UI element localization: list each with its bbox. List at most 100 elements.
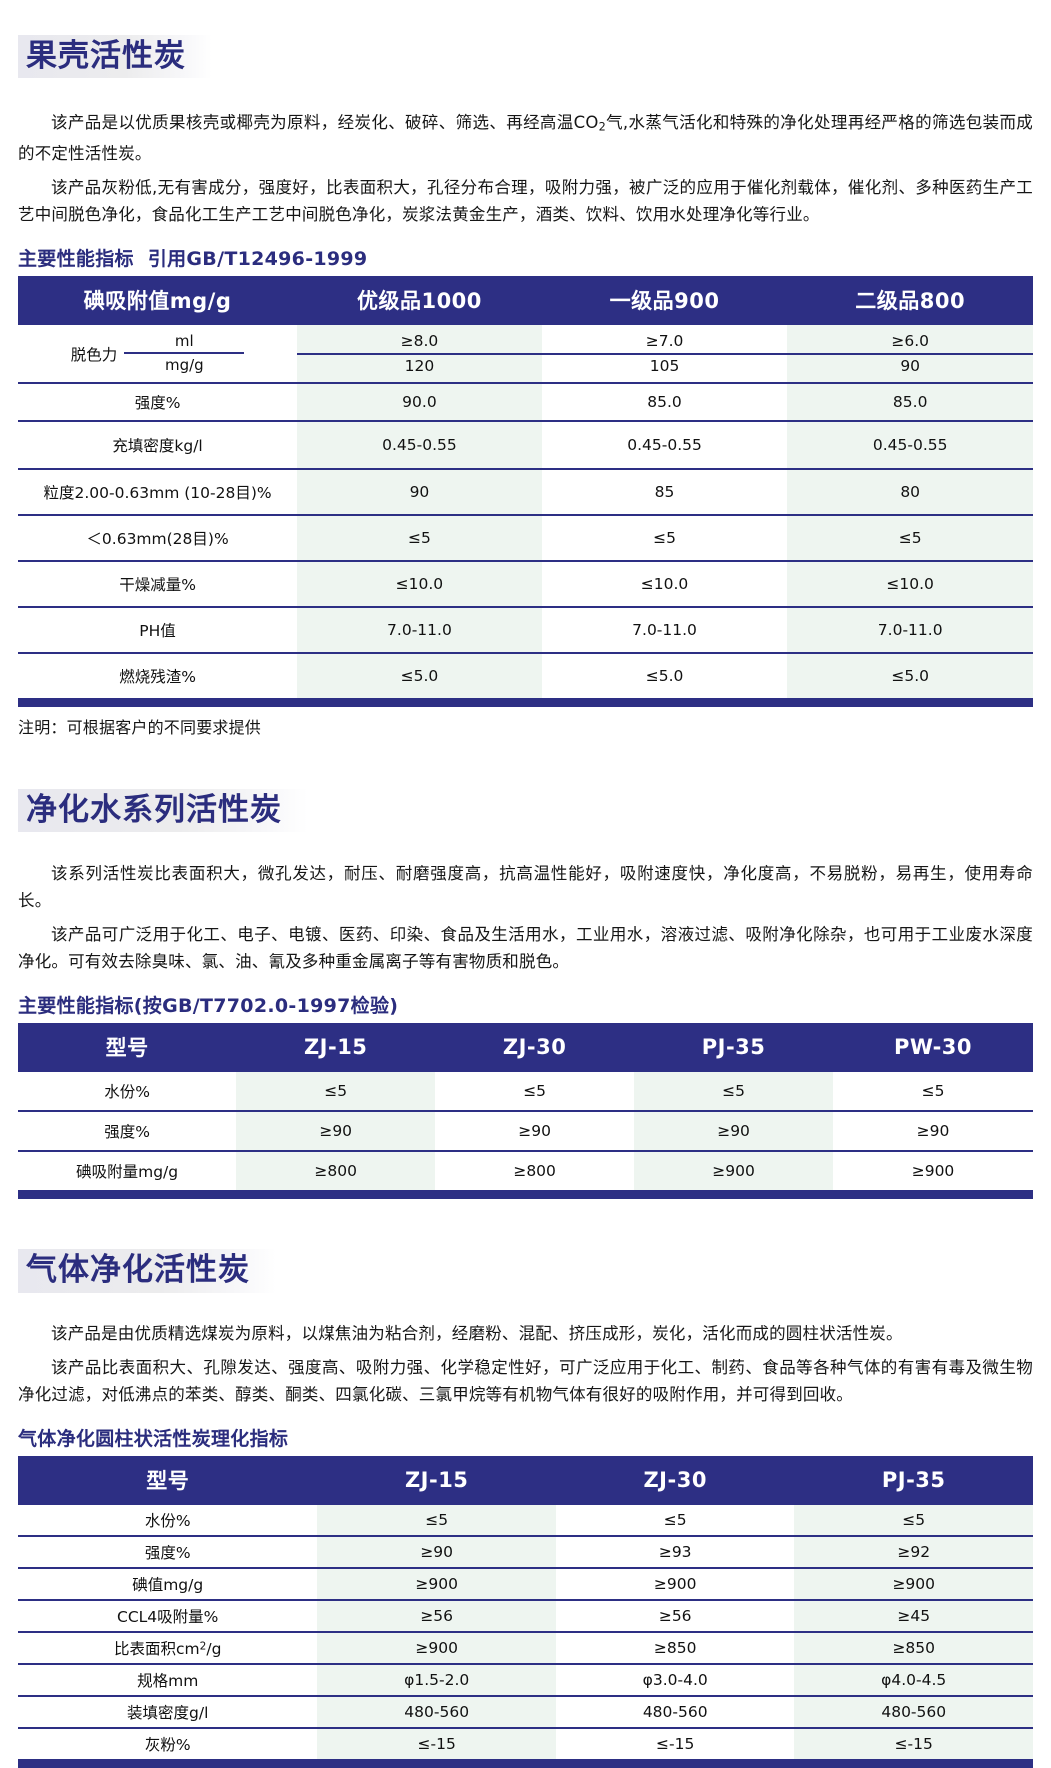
table1-header-3: 二级品800 [787, 276, 1033, 326]
table1-row-label-decolor: 脱色力 ml mg/g [18, 325, 298, 384]
table2-cell: ≤5 [435, 1071, 635, 1111]
table3-row-label: 碘值mg/g [18, 1567, 318, 1601]
table3-row-label: 比表面积cm2/g [18, 1631, 318, 1665]
table-shell-carbon-specs: 碘吸附值mg/g 优级品1000 一级品900 二级品800 脱色力 ml mg… [18, 276, 1033, 708]
table-header-row: 型号 ZJ-15 ZJ-30 PJ-35 PW-30 [18, 1022, 1033, 1072]
table2-cell: ≤5 [236, 1071, 436, 1111]
section-1-subtitle: 主要性能指标 引用GB/T12496-1999 [18, 244, 1033, 271]
table-header-row: 型号 ZJ-15 ZJ-30 PJ-35 [18, 1456, 1033, 1506]
table3-row-label: 灰粉% [18, 1727, 318, 1761]
table1-cell: ≥6.0 [787, 325, 1033, 354]
table2-header-1: ZJ-15 [236, 1022, 436, 1072]
table2-header-2: ZJ-30 [435, 1022, 635, 1072]
table1-row-label: ＜0.63mm(28目)% [18, 514, 298, 562]
table-row: 强度% ≥90 ≥90 ≥90 ≥90 [18, 1109, 1033, 1151]
table3-header-3: PJ-35 [794, 1456, 1033, 1506]
table1-row-label: 粒度2.00-0.63mm (10-28目)% [18, 468, 298, 516]
table2-cell: ≥90 [634, 1109, 834, 1151]
table1-cell: 85.0 [787, 382, 1033, 422]
decolor-unit-top: ml [174, 331, 194, 350]
section-3-paragraph-2: 该产品比表面积大、孔隙发达、强度高、吸附力强、化学稳定性好，可广泛应用于化工、制… [18, 1354, 1033, 1408]
table3-cell: φ4.0-4.5 [794, 1663, 1033, 1697]
table3-row-label: 规格mm [18, 1663, 318, 1697]
table1-cell: ≤5.0 [297, 652, 542, 700]
table3-header-1: ZJ-15 [317, 1456, 556, 1506]
table-row-decolor-top: 脱色力 ml mg/g ≥8.0 ≥7.0 ≥6.0 [18, 325, 1033, 384]
table-row: 碘值mg/g ≥900 ≥900 ≥900 [18, 1567, 1033, 1601]
table1-cell: 7.0-11.0 [541, 606, 788, 654]
table1-cell: ≥8.0 [297, 325, 542, 354]
decolor-unit-bottom: mg/g [124, 352, 245, 374]
table2-header-3: PJ-35 [634, 1022, 834, 1072]
table1-row-label: 燃烧残渣% [18, 652, 298, 700]
table1-cell: 0.45-0.55 [541, 420, 788, 470]
table3-cell: ≤-15 [555, 1727, 795, 1761]
table-gas-purification-specs: 型号 ZJ-15 ZJ-30 PJ-35 水份% ≤5 ≤5 ≤5 强度% ≥9… [18, 1456, 1033, 1768]
paragraph-text: 该产品灰粉低,无有害成分，强度好，比表面积大，孔径分布合理，吸附力强，被广泛的应… [18, 178, 1033, 225]
section-3-title-wrap: 气体净化活性炭 [18, 1199, 1033, 1314]
table3-header-0: 型号 [18, 1456, 318, 1506]
decolor-label: 脱色力 [70, 345, 118, 364]
paragraph-text: 该产品是由优质精选煤炭为原料，以煤焦油为粘合剂，经磨粉、混配、挤压成形，炭化，活… [51, 1324, 903, 1344]
table3-cell: ≥92 [794, 1535, 1033, 1569]
table3-cell: ≤-15 [317, 1727, 556, 1761]
table-row: 水份% ≤5 ≤5 ≤5 ≤5 [18, 1071, 1033, 1111]
section-1-title-wrap: 果壳活性炭 [18, 0, 1033, 99]
section-2-subtitle: 主要性能指标(按GB/T7702.0-1997检验) [18, 991, 1033, 1018]
subtitle-label: 气体净化圆柱状活性炭理化指标 [18, 1428, 289, 1451]
table1-cell: 0.45-0.55 [297, 420, 542, 470]
table3-cell: ≥900 [317, 1631, 556, 1665]
paragraph-text: 该产品比表面积大、孔隙发达、强度高、吸附力强、化学稳定性好，可广泛应用于化工、制… [18, 1358, 1033, 1405]
table3-cell: ≥850 [555, 1631, 795, 1665]
paragraph-text: 该产品可广泛用于化工、电子、电镀、医药、印染、食品及生活用水，工业用水，溶液过滤… [18, 924, 1033, 971]
table3-cell: ≥45 [794, 1599, 1033, 1633]
table1-header-1: 优级品1000 [297, 276, 542, 326]
paragraph-text: 该产品是以优质果核壳或椰壳为原料，经炭化、破碎、筛选、再经高温CO2气,水蒸气活… [18, 112, 1033, 164]
table3-cell: φ3.0-4.0 [555, 1663, 795, 1697]
section-title-water-purification-carbon: 净化水系列活性炭 [18, 788, 308, 832]
table1-header-2: 一级品900 [541, 276, 788, 326]
table2-row-label: 碘吸附量mg/g [18, 1149, 237, 1191]
table1-row-label: PH值 [18, 606, 298, 654]
table3-row-label: 水份% [18, 1505, 318, 1537]
table3-cell: ≥900 [555, 1567, 795, 1601]
subtitle-label: 主要性能指标 [18, 248, 134, 271]
table3-cell: ≤5 [317, 1505, 556, 1537]
table-header-row: 碘吸附值mg/g 优级品1000 一级品900 二级品800 [18, 276, 1033, 326]
table3-row-label: CCL4吸附量% [18, 1599, 318, 1633]
table1-cell: 85.0 [541, 382, 788, 422]
table3-cell: ≤-15 [794, 1727, 1033, 1761]
table3-cell: 480-560 [794, 1695, 1033, 1729]
table1-row-label: 强度% [18, 382, 298, 422]
table2-cell: ≥900 [833, 1149, 1033, 1191]
table-bottom-rule [18, 1759, 1033, 1768]
table2-cell: ≥800 [236, 1149, 436, 1191]
table1-cell: ≤5.0 [541, 652, 788, 700]
table1-cell: ≥7.0 [541, 325, 788, 354]
table-row: 燃烧残渣% ≤5.0 ≤5.0 ≤5.0 [18, 652, 1033, 700]
table1-cell: 7.0-11.0 [787, 606, 1033, 654]
table-row: 充填密度kg/l 0.45-0.55 0.45-0.55 0.45-0.55 [18, 420, 1033, 470]
table1-cell: 90 [297, 468, 542, 516]
table2-cell: ≥90 [435, 1109, 635, 1151]
table3-cell: ≥900 [317, 1567, 556, 1601]
table1-cell: ≤10.0 [541, 560, 788, 608]
table3-row-label: 强度% [18, 1535, 318, 1569]
table1-cell: ≤10.0 [297, 560, 542, 608]
section-title-shell-carbon: 果壳活性炭 [18, 34, 212, 78]
table1-cell: ≤5.0 [787, 652, 1033, 700]
table3-cell: ≤5 [794, 1505, 1033, 1537]
table-row: 强度% 90.0 85.0 85.0 [18, 382, 1033, 422]
table2-cell: ≤5 [833, 1071, 1033, 1111]
table1-cell: ≤5 [787, 514, 1033, 562]
section-2-paragraph-2: 该产品可广泛用于化工、电子、电镀、医药、印染、食品及生活用水，工业用水，溶液过滤… [18, 921, 1033, 975]
table1-header-0: 碘吸附值mg/g [18, 276, 298, 326]
table-row: ＜0.63mm(28目)% ≤5 ≤5 ≤5 [18, 514, 1033, 562]
table3-cell: ≥850 [794, 1631, 1033, 1665]
table1-cell: 90.0 [297, 382, 542, 422]
table2-cell: ≥800 [435, 1149, 635, 1191]
section-2-title-wrap: 净化水系列活性炭 [18, 738, 1033, 853]
table-row: 干燥减量% ≤10.0 ≤10.0 ≤10.0 [18, 560, 1033, 608]
subtitle-standard-ref: 引用GB/T12496-1999 [147, 248, 368, 271]
document-page: 果壳活性炭 该产品是以优质果核壳或椰壳为原料，经炭化、破碎、筛选、再经高温CO2… [18, 0, 1033, 1768]
